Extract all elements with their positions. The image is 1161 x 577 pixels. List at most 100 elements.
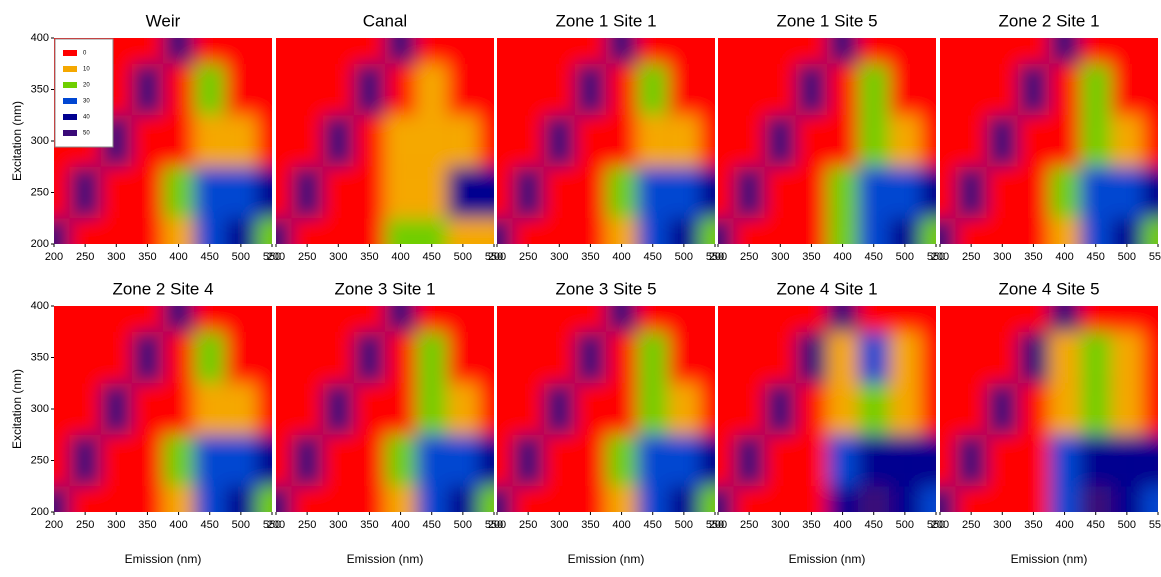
contour-cell [478, 63, 494, 116]
contour-cell [447, 434, 479, 487]
contour-cell [543, 63, 575, 116]
contour-cell [1142, 38, 1158, 64]
contour-cell [416, 486, 448, 512]
contour-cell [100, 486, 132, 512]
panel-title: Zone 3 Site 5 [555, 279, 656, 298]
contour-cell [574, 486, 606, 512]
contour-cell [353, 486, 385, 512]
contour-cell [131, 486, 163, 512]
contour-cell [194, 434, 226, 487]
panel-title: Zone 2 Site 1 [998, 11, 1099, 30]
contour-cell [478, 383, 494, 435]
contour-cell [447, 63, 479, 116]
contour-cell [497, 166, 513, 219]
contour-cell [54, 306, 70, 332]
contour-cell [276, 115, 292, 167]
contour-field [497, 306, 715, 512]
contour-cell [795, 383, 827, 435]
contour-cell [416, 218, 448, 244]
contour-cell [54, 383, 70, 435]
panel: Zone 3 Site 5 200 250 300 350 400 450 500 550 Emi… [488, 279, 724, 566]
contour-cell [858, 166, 890, 219]
x-tick-label: 500 [454, 251, 472, 263]
x-tick-label: 500 [896, 519, 914, 531]
contour-cell [764, 166, 796, 219]
contour-cell [163, 306, 195, 332]
contour-cell [668, 63, 700, 116]
x-tick-label: 250 [740, 251, 758, 263]
contour-cell [668, 486, 700, 512]
contour-cell [478, 434, 494, 487]
x-tick-label: 250 [962, 519, 980, 531]
contour-cell [733, 166, 765, 219]
contour-cell [718, 306, 734, 332]
contour-cell [225, 383, 257, 435]
x-tick-label: 400 [169, 251, 187, 263]
x-tick-label: 350 [138, 251, 156, 263]
contour-cell [353, 218, 385, 244]
x-tick-label: 450 [865, 519, 883, 531]
contour-cell [512, 434, 544, 487]
contour-cell [699, 383, 715, 435]
x-tick-label: 400 [1055, 251, 1073, 263]
contour-cell [920, 166, 936, 219]
contour-cell [920, 434, 936, 487]
contour-cell [276, 486, 292, 512]
contour-field [497, 38, 715, 244]
contour-cell [478, 38, 494, 64]
contour-cell [606, 115, 638, 167]
contour-cell [986, 63, 1018, 116]
contour-cell [416, 38, 448, 64]
contour-cell [986, 218, 1018, 244]
contour-cell [1111, 63, 1143, 116]
contour-cell [416, 115, 448, 167]
x-axis-label: Emission (nm) [125, 552, 202, 566]
contour-cell [416, 63, 448, 116]
contour-cell [131, 331, 163, 384]
contour-cell [131, 63, 163, 116]
contour-field [940, 306, 1158, 512]
y-tick-label: 350 [31, 83, 49, 95]
x-tick-label: 400 [169, 519, 187, 531]
panel-title: Zone 2 Site 4 [112, 279, 213, 298]
contour-cell [574, 434, 606, 487]
contour-cell [497, 38, 513, 64]
contour-cell [543, 486, 575, 512]
y-tick-label: 250 [31, 186, 49, 198]
contour-cell [858, 115, 890, 167]
contour-cell [276, 331, 292, 384]
contour-cell [668, 331, 700, 384]
contour-cell [795, 434, 827, 487]
contour-cell [827, 218, 859, 244]
contour-cell [795, 306, 827, 332]
contour-blur [497, 38, 715, 244]
x-axis-label: Emission (nm) [568, 552, 645, 566]
contour-cell [447, 166, 479, 219]
contour-cell [858, 306, 890, 332]
contour-cell [276, 383, 292, 435]
contour-cell [194, 115, 226, 167]
contour-cell [322, 486, 354, 512]
legend-swatch [63, 114, 77, 120]
y-tick-label: 400 [31, 300, 49, 312]
legend-swatch [63, 82, 77, 88]
contour-cell [1017, 486, 1049, 512]
contour-cell [1080, 434, 1112, 487]
contour-cell [1142, 486, 1158, 512]
x-tick-label: 300 [993, 251, 1011, 263]
contour-cell [733, 383, 765, 435]
contour-field [276, 306, 494, 512]
contour-cell [637, 218, 669, 244]
panel-title: Zone 3 Site 1 [334, 279, 435, 298]
contour-cell [385, 218, 417, 244]
panel-title: Canal [363, 11, 407, 30]
contour-cell [322, 434, 354, 487]
x-axis-label: Emission (nm) [789, 552, 866, 566]
x-tick-label: 250 [298, 251, 316, 263]
contour-cell [858, 434, 890, 487]
contour-cell [543, 38, 575, 64]
x-tick-label: 350 [581, 519, 599, 531]
contour-cell [225, 306, 257, 332]
x-tick-label: 350 [1024, 519, 1042, 531]
